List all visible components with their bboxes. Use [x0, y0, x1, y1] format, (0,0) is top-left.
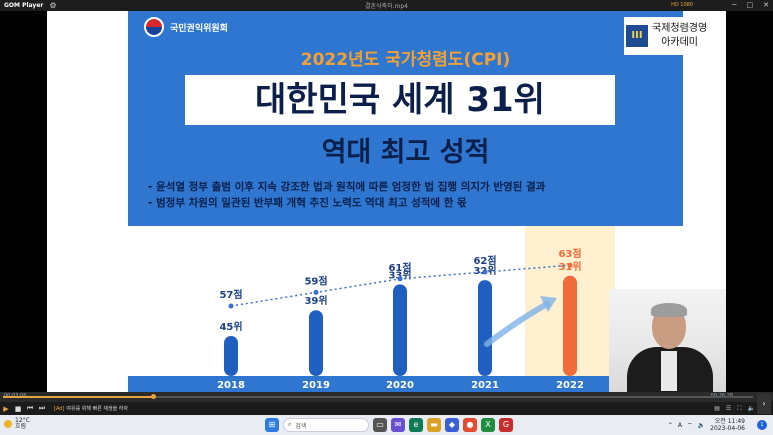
wifi-icon[interactable]: ⌔ — [687, 422, 693, 429]
speaker-icon[interactable]: 🔉 — [697, 421, 706, 429]
gom-icon[interactable]: G — [499, 418, 513, 432]
search-icon: ⌕ — [288, 421, 292, 428]
playback-controls: ▶ ■ ⏮ ⏭ [Ad] 여유를 위해 빠른 재생을 하자 ▤ ☰ ⛶ 🔈 — [0, 402, 773, 415]
rank-bar-2021 — [478, 280, 492, 376]
org-name: 국민권익위원회 — [170, 23, 228, 34]
close-button[interactable]: ✕ — [763, 1, 769, 9]
system-tray: ⌃ A ⌔ 🔉 오전 11:49 2023-04-06 — [668, 418, 745, 432]
clock-date: 2023-04-06 — [710, 425, 745, 432]
rank-label-2019: 39위 — [304, 294, 327, 307]
score-label-2020: 61점 — [388, 262, 411, 274]
panel-toggle-icon[interactable]: › — [757, 394, 771, 414]
weather-temp: 12°C — [15, 417, 30, 424]
trend-arrow-head — [540, 296, 557, 312]
seek-bar[interactable]: 00:03:06 00:26:28 — [0, 392, 773, 402]
rank-bar-2020 — [393, 284, 407, 376]
chevron-up-icon[interactable]: ⌃ — [667, 421, 673, 429]
weather-widget[interactable]: 12°C 흐림 — [4, 418, 30, 430]
score-point-2020 — [397, 276, 403, 282]
search-placeholder: 검색 — [295, 422, 307, 430]
stop-icon[interactable]: ■ — [14, 404, 22, 413]
chrome-icon[interactable]: ● — [463, 418, 477, 432]
speaker-hair — [651, 303, 687, 317]
slide-bullet-2: - 범정부 차원의 일관된 반부패 개혁 추진 노력도 역대 최고 성적에 한 … — [148, 197, 467, 209]
settings-icon[interactable]: ⚙ — [49, 1, 57, 10]
window-controls: ─ □ ✕ — [732, 1, 769, 9]
academy-line2: 아카데미 — [661, 37, 698, 48]
seek-fill — [3, 396, 153, 398]
ad-tag: [Ad] — [54, 406, 65, 412]
taskbar-apps: ⊞ ⌕ 검색 ▭ ✉ e ▬ ◆ ● X G — [265, 418, 513, 432]
notification-badge[interactable]: 1 — [757, 420, 767, 430]
right-controls: ▤ ☰ ⛶ 🔈 — [714, 405, 755, 413]
score-label-2021: 62점 — [473, 255, 496, 267]
slide-bullet-1: - 윤석열 정부 출범 이후 지속 강조한 법과 원칙에 따른 엄정한 법 집행… — [148, 181, 546, 193]
now-playing[interactable]: [Ad] 여유를 위해 빠른 재생을 하자 — [54, 405, 128, 412]
clock[interactable]: 오전 11:49 2023-04-06 — [710, 418, 745, 432]
score-label-2019: 59점 — [304, 275, 327, 287]
speaker-webcam — [609, 289, 726, 392]
volume-icon[interactable]: 🔈 — [747, 404, 755, 412]
org-header: 국민권익위원회 — [144, 17, 228, 37]
edge-icon[interactable]: e — [409, 418, 423, 432]
slide-title-line1: 2022년도 국가청렴도(CPI) — [300, 50, 511, 70]
academy-text: 국제청렴경영 아카데미 — [652, 22, 707, 50]
start-icon[interactable]: ⊞ — [265, 418, 279, 432]
cpi-chart-svg: 45위39위33위32위31위57점59점61점62점63점2018201920… — [128, 226, 683, 392]
video-frame[interactable]: 국민권익위원회 2022년도 국가청렴도(CPI) 대한민국 세계 31위 역대… — [47, 11, 726, 392]
category-label-2021: 2021 — [471, 380, 499, 391]
play-icon[interactable]: ▶ — [3, 404, 9, 413]
chat-icon[interactable]: ✉ — [391, 418, 405, 432]
seek-track[interactable] — [3, 394, 753, 399]
taskbar-search[interactable]: ⌕ 검색 — [283, 418, 369, 432]
file-name: 결혼식축하.mp4 — [365, 3, 408, 10]
academy-logo: III — [626, 25, 648, 47]
score-label-2022: 63점 — [558, 248, 581, 260]
fullscreen-icon[interactable]: ⛶ — [737, 404, 742, 412]
now-playing-text: 여유를 위해 빠른 재생을 하자 — [66, 406, 128, 412]
category-label-2022: 2022 — [556, 380, 584, 391]
weather-icon — [4, 420, 12, 428]
score-point-2021 — [482, 269, 488, 275]
category-label-2019: 2019 — [302, 380, 330, 391]
academy-watermark: III 국제청렴경영 아카데미 — [624, 17, 726, 55]
score-point-2022 — [567, 262, 573, 268]
windows-taskbar: 12°C 흐림 ⊞ ⌕ 검색 ▭ ✉ e ▬ ◆ ● X G ⌃ A ⌔ 🔉 오… — [0, 415, 773, 435]
excel-icon[interactable]: X — [481, 418, 495, 432]
playlist-icon[interactable]: ☰ — [725, 404, 732, 412]
axis-band — [128, 376, 683, 392]
app-brand: GOM Player — [4, 2, 44, 9]
score-point-2019 — [313, 289, 319, 295]
clock-time: 오전 11:49 — [714, 418, 745, 425]
trend-arrow — [484, 301, 550, 347]
cpi-chart: 45위39위33위32위31위57점59점61점62점63점2018201920… — [47, 226, 726, 392]
score-label-2018: 57점 — [219, 289, 242, 301]
title-bar: GOM Player ⚙ 결혼식축하.mp4 HD 1080 ─ □ ✕ — [0, 0, 773, 11]
equalizer-icon[interactable]: ▤ — [714, 404, 720, 412]
previous-icon[interactable]: ⏮ — [26, 404, 34, 412]
rank-bar-2018 — [224, 336, 238, 376]
speaker-shirt — [661, 351, 677, 391]
font-icon[interactable]: A — [677, 421, 682, 429]
next-icon[interactable]: ⏭ — [38, 404, 46, 412]
seek-knob[interactable] — [151, 394, 156, 399]
taegeuk-logo-icon — [144, 17, 164, 37]
store-icon[interactable]: ◆ — [445, 418, 459, 432]
folder-icon[interactable]: ▬ — [427, 418, 441, 432]
category-label-2020: 2020 — [386, 380, 414, 391]
academy-line1: 국제청렴경영 — [652, 23, 708, 34]
slide-title-line3: 역대 최고 성적 — [321, 137, 490, 168]
minimize-button[interactable]: ─ — [732, 1, 737, 9]
rank-bar-2019 — [309, 310, 323, 376]
quality-badge: HD 1080 — [671, 2, 693, 8]
rank-bar-2022 — [563, 275, 577, 376]
category-label-2018: 2018 — [217, 380, 245, 391]
weather-desc: 흐림 — [15, 423, 27, 430]
task-view-icon[interactable]: ▭ — [373, 418, 387, 432]
slide-title-line2: 대한민국 세계 31위 — [185, 75, 615, 125]
rank-label-2018: 45위 — [219, 320, 242, 333]
slide-banner: 국민권익위원회 2022년도 국가청렴도(CPI) 대한민국 세계 31위 역대… — [128, 11, 683, 226]
score-point-2018 — [228, 303, 234, 309]
maximize-button[interactable]: □ — [746, 1, 754, 9]
